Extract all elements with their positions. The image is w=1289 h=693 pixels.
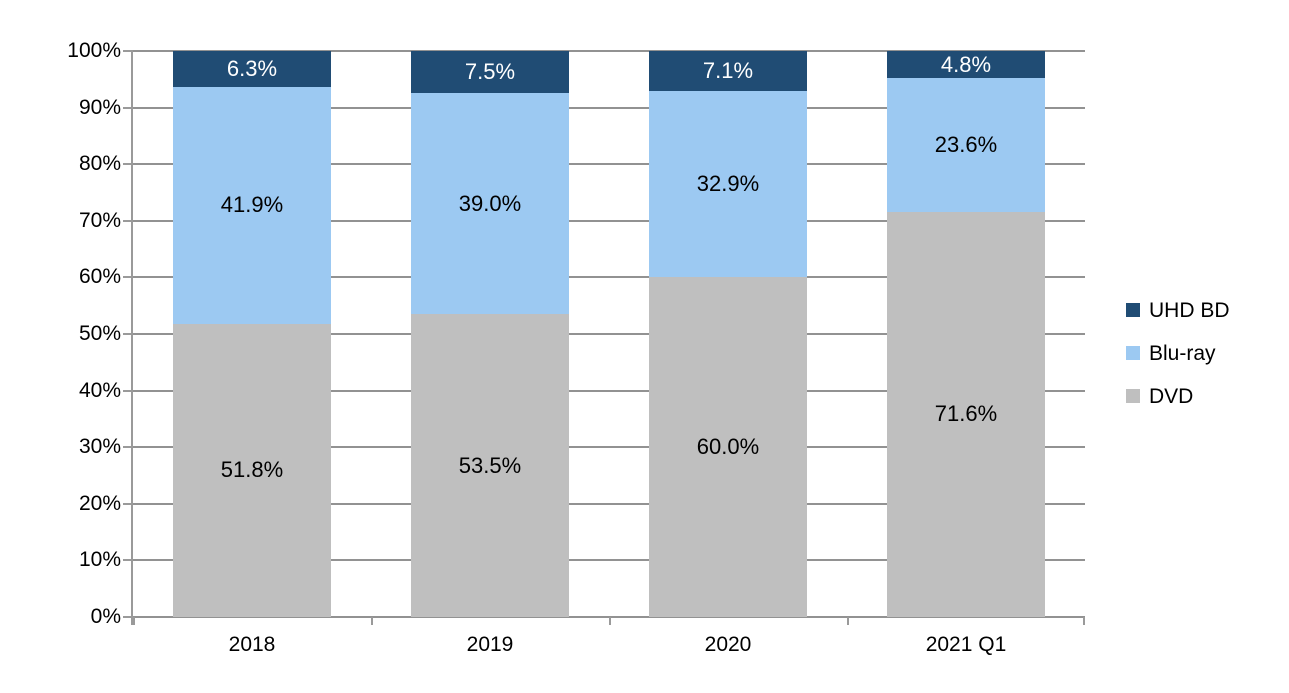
x-category-label: 2018 [228,633,276,656]
legend-label: DVD [1149,384,1194,408]
legend-swatch-icon [1126,389,1140,403]
y-axis-tick-label: 100% [67,39,121,62]
bar-segment-uhd-bd: 6.3% [173,51,331,87]
gridline [133,219,1085,222]
y-axis-tick [123,616,133,618]
legend: UHD BD Blu-ray DVD [1126,300,1230,429]
x-axis-tick [847,617,849,625]
bar-segment-blu-ray: 41.9% [173,86,331,324]
y-axis-tick [123,106,133,109]
bar-column-2018: 51.8% 41.9% 6.3% [173,51,331,617]
bar-segment-blu-ray: 23.6% [887,78,1045,212]
bar-column-2021-q1: 71.6% 23.6% 4.8% [887,51,1045,617]
y-axis-tick [123,276,133,279]
y-axis-tick-label: 0% [90,605,121,628]
y-axis-tick-label: 50% [78,322,121,345]
y-axis-tick [123,389,133,392]
bar-segment-dvd: 71.6% [887,211,1045,617]
gridline [133,50,1085,52]
x-category-label: 2020 [704,633,752,656]
bar-segment-uhd-bd: 7.5% [411,51,569,94]
y-axis-tick-label: 20% [78,491,121,515]
y-axis-tick-label: 90% [78,95,121,119]
gridline [133,106,1085,109]
y-axis-tick-label: 80% [78,152,121,176]
gridline [133,276,1085,279]
gridline [133,559,1085,562]
legend-label: UHD BD [1149,298,1230,322]
bar-segment-dvd: 51.8% [173,323,331,617]
data-label: 7.1% [702,58,754,84]
data-label: 32.9% [696,171,760,197]
plot-area: 100% 90% 80% 70% 60% 50% 40% 30% 20% 10% 0% 51.8% 41… [67,39,1085,656]
x-axis-tick [371,617,373,625]
data-label: 23.6% [934,131,998,157]
x-axis-tick [609,617,611,625]
x-axis-tick [133,617,135,625]
legend-item-uhd-bd: UHD BD [1126,298,1230,322]
bar-segment-uhd-bd: 7.1% [649,51,807,92]
gridline [133,502,1085,505]
bar-segment-dvd: 60.0% [649,277,807,617]
y-axis-tick [123,50,133,52]
data-label: 60.0% [696,434,760,460]
y-axis-tick-label: 60% [78,265,121,289]
gridline [133,163,1085,166]
bar-segment-dvd: 53.5% [411,314,569,617]
gridline [133,446,1085,449]
legend-item-blu-ray: Blu-ray [1126,341,1230,365]
data-label: 71.6% [934,401,998,427]
y-axis-line [131,51,133,625]
bar-segment-blu-ray: 32.9% [649,91,807,278]
legend-label: Blu-ray [1149,341,1216,365]
data-label: 53.5% [458,452,522,478]
data-label: 51.8% [220,457,284,483]
data-label: 7.5% [464,59,516,85]
gridline [133,389,1085,392]
data-label: 39.0% [458,190,522,216]
y-axis-tick [123,163,133,166]
bar-segment-blu-ray: 39.0% [411,93,569,315]
legend-item-dvd: DVD [1126,384,1230,408]
y-axis-tick [123,333,133,335]
bar-segment-uhd-bd: 4.8% [887,51,1045,79]
y-axis-tick-label: 40% [78,378,121,402]
data-label: 4.8% [940,51,992,77]
x-axis-tick [1083,617,1085,625]
y-axis-tick [123,219,133,222]
x-category-label: 2021 Q1 [925,633,1007,656]
legend-swatch-icon [1126,346,1140,360]
gridline [133,333,1085,335]
legend-swatch-icon [1126,303,1140,317]
bar-column-2019: 53.5% 39.0% 7.5% [411,51,569,617]
data-label: 6.3% [226,55,278,81]
y-axis-tick-label: 30% [78,435,121,459]
y-axis-tick [123,559,133,562]
y-axis-tick-label: 10% [78,548,121,572]
y-axis-tick [123,446,133,449]
bar-column-2020: 60.0% 32.9% 7.1% [649,51,807,617]
data-label: 41.9% [220,192,284,218]
y-axis-tick-label: 70% [78,208,121,232]
y-axis-tick [123,502,133,505]
x-category-label: 2019 [466,633,514,656]
